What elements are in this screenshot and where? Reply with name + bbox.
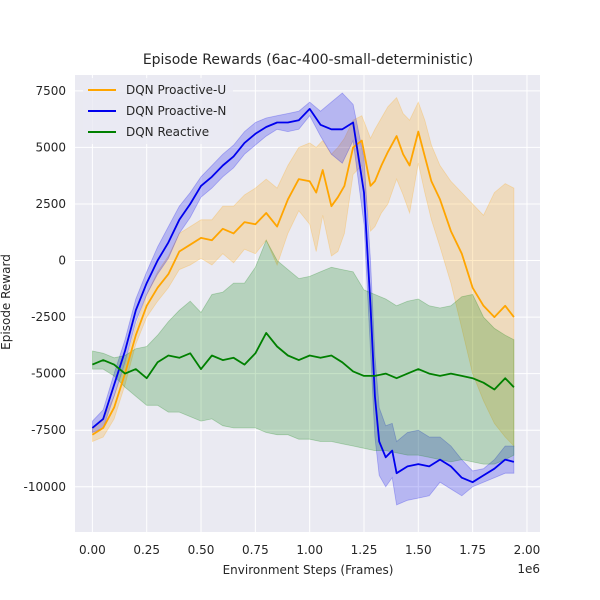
x-tick-label: 1.75 [459,543,486,557]
band-dqn-proactive-u [92,96,515,447]
x-axis-ticks: 0.00 0.25 0.50 0.75 1.00 1.25 1.50 1.75 2.00 [79,543,540,557]
x-tick-label: 0.75 [242,543,269,557]
legend-label-proactive-u: DQN Proactive-U [126,83,226,97]
legend-label-reactive: DQN Reactive [126,125,209,139]
x-tick-label: 0.25 [133,543,160,557]
line-dqn-proactive-u [91,130,515,436]
y-axis-ticks: -10000 -7500 -5000 -2500 0 2500 5000 7500 [23,84,66,494]
legend: DQN Proactive-U DQN Proactive-N DQN Reac… [83,78,233,144]
line-dqn-reactive [92,331,515,391]
y-tick-label: -10000 [23,480,66,494]
legend-item-reactive: DQN Reactive [88,125,209,139]
x-tick-label: 1.50 [405,543,432,557]
y-tick-label: 5000 [35,140,66,154]
y-tick-label: 2500 [35,197,66,211]
y-tick-label: 7500 [35,84,66,98]
y-tick-label: -7500 [31,423,66,437]
legend-label-proactive-n: DQN Proactive-N [126,104,226,118]
chart-title: Episode Rewards (6ac-400-small-determini… [143,52,473,68]
plot-area [75,75,540,532]
x-tick-label: 0.00 [79,543,106,557]
legend-item-proactive-u: DQN Proactive-U [88,83,226,97]
y-axis-title: Episode Reward [0,254,13,350]
series-lines [91,108,515,484]
x-tick-label: 1.00 [296,543,323,557]
band-dqn-reactive [92,239,515,465]
x-tick-label: 2.00 [514,543,541,557]
x-axis-title: Environment Steps (Frames) [223,563,394,577]
y-tick-label: -2500 [31,310,66,324]
x-tick-label: 0.50 [188,543,215,557]
line-dqn-proactive-n [91,108,515,484]
x-axis-offset-label: 1e6 [517,562,540,576]
legend-box [83,78,233,144]
y-tick-label: -5000 [31,367,66,381]
x-tick-label: 1.25 [351,543,378,557]
confidence-bands [92,92,515,506]
y-tick-label: 0 [58,254,66,268]
band-dqn-proactive-n [92,92,515,506]
legend-item-proactive-n: DQN Proactive-N [88,104,226,118]
